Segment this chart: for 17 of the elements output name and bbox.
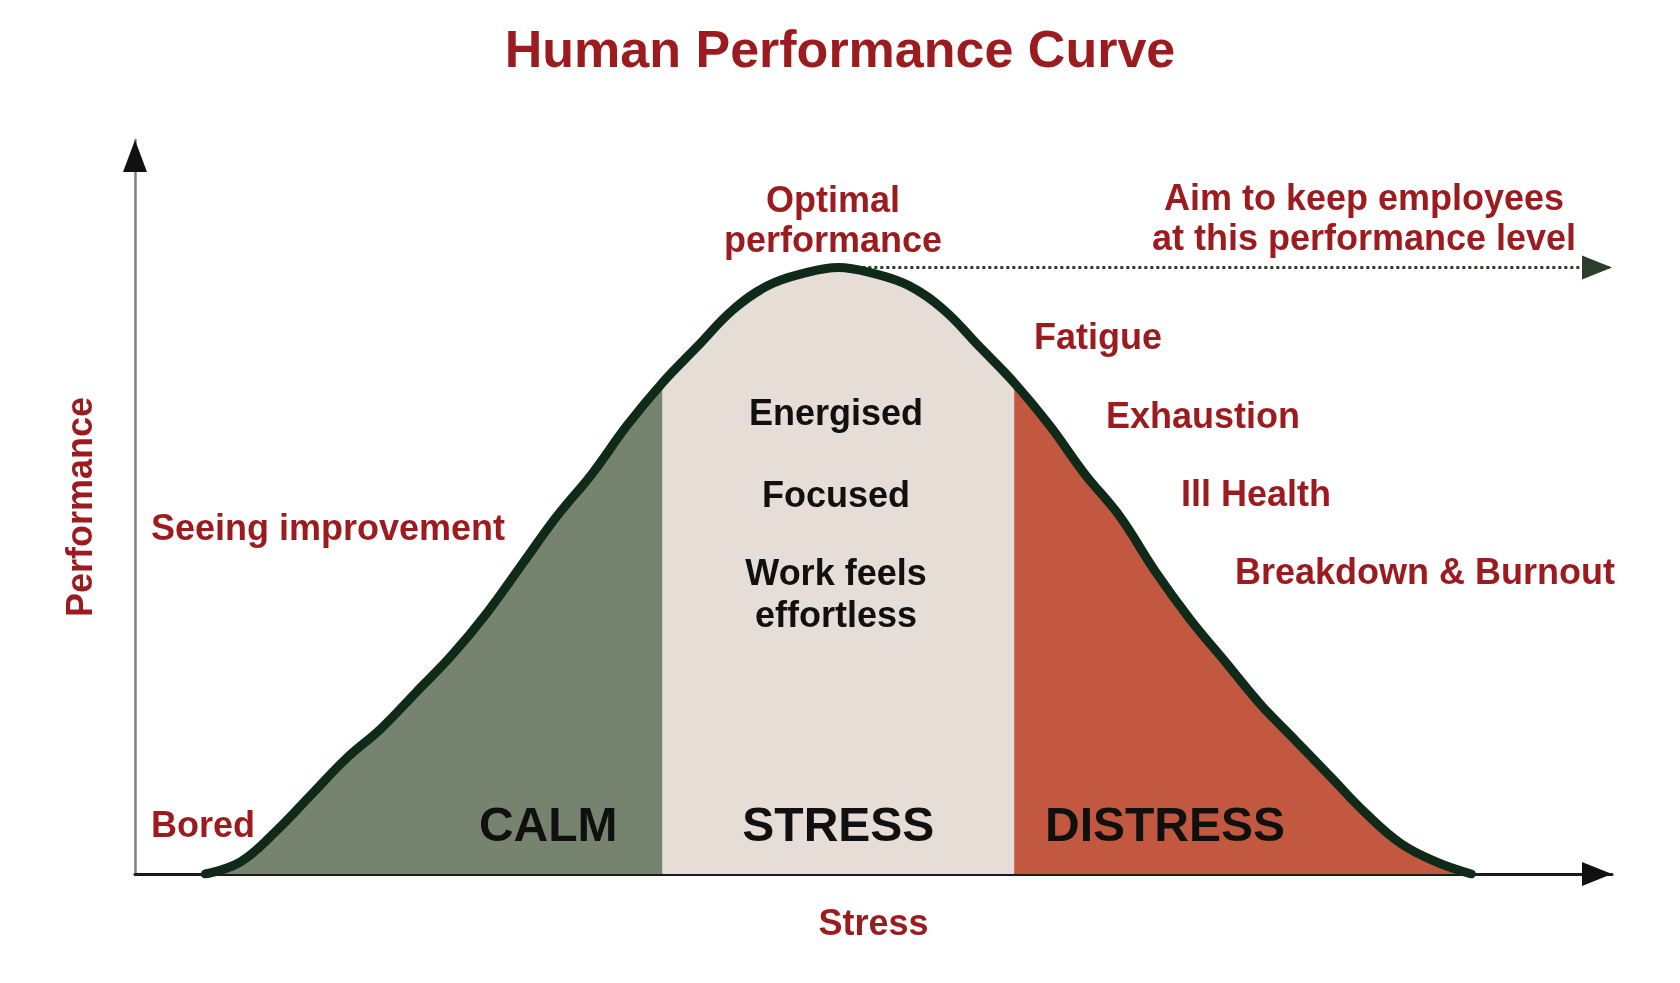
annotation: Breakdown & Burnout (1235, 550, 1616, 592)
series-label: DISTRESS (1045, 797, 1286, 851)
annotation: Work feels effortless (745, 551, 927, 635)
annotation: Seeing improvement (151, 506, 506, 548)
annotation: Fatigue (1034, 315, 1163, 357)
annotation: Energised (748, 391, 924, 433)
annotation: Bored (151, 803, 256, 845)
annotation: Ill Health (1181, 472, 1332, 514)
annotation: Focused (761, 473, 911, 515)
text: Optimal performance (723, 178, 943, 260)
ref-line-label: Aim to keep employees at this performance level (1151, 176, 1577, 258)
series-label: CALM (478, 797, 618, 851)
chart-title: Human Performance Curve (504, 20, 1176, 78)
series-label: STRESS (742, 797, 935, 851)
y-axis-title: Performance (58, 396, 100, 618)
annotation: Exhaustion (1106, 394, 1301, 436)
x-axis-title: Stress (818, 901, 929, 943)
